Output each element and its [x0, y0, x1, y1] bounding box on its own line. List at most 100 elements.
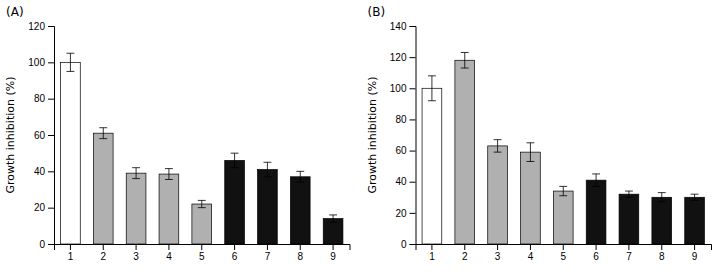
tick-mark	[234, 244, 235, 250]
y-axis: 020406080100120140	[390, 21, 416, 250]
x-tick: 6	[593, 244, 599, 262]
bar	[192, 204, 212, 244]
tick-mark	[410, 244, 416, 245]
error-stem	[661, 193, 662, 202]
plot-area	[61, 53, 343, 244]
error-stem	[103, 128, 104, 139]
error-cap	[658, 192, 666, 193]
error-stem	[530, 143, 531, 162]
error-cap	[329, 222, 337, 223]
x-tick: 4	[528, 244, 534, 262]
tick-label: 0	[39, 239, 45, 250]
tick-mark	[333, 244, 334, 250]
error-stem	[234, 153, 235, 168]
x-tick: 2	[100, 244, 106, 262]
tick-mark	[48, 99, 54, 100]
bar	[323, 219, 343, 244]
y-tick: 80	[395, 114, 415, 125]
tick-label: 5	[560, 251, 566, 262]
bar	[422, 88, 442, 244]
tick-label: 7	[626, 251, 632, 262]
error-bar	[658, 193, 666, 202]
y-tick: 0	[401, 239, 416, 250]
tick-mark	[136, 244, 137, 250]
x-tick: 7	[265, 244, 271, 262]
tick-mark	[300, 244, 301, 250]
tick-label: 6	[593, 251, 599, 262]
y-tick: 100	[28, 57, 54, 68]
x-axis: 1 2 3 4 5 6 7 8 9	[416, 244, 712, 262]
error-cap	[132, 167, 140, 168]
error-cap	[428, 75, 436, 76]
error-cap	[329, 214, 337, 215]
bar	[685, 197, 705, 244]
tick-mark	[168, 244, 169, 250]
tick-mark	[497, 244, 498, 250]
tick-mark	[48, 208, 54, 209]
error-cap	[231, 167, 239, 168]
x-tick: 5	[199, 244, 205, 262]
error-bar	[198, 200, 206, 207]
y-tick: 20	[34, 202, 54, 213]
error-bar	[296, 171, 304, 182]
x-tick: 1	[68, 244, 74, 262]
tick-label: 9	[330, 251, 336, 262]
error-stem	[694, 194, 695, 200]
y-tick: 0	[39, 239, 54, 250]
bar	[225, 160, 245, 244]
error-stem	[596, 174, 597, 186]
error-bar	[99, 128, 107, 139]
error-cap	[132, 178, 140, 179]
y-tick: 40	[34, 166, 54, 177]
y-tick: 60	[395, 145, 415, 156]
error-cap	[296, 182, 304, 183]
x-tick: 3	[495, 244, 501, 262]
error-cap	[494, 152, 502, 153]
error-stem	[497, 140, 498, 152]
y-tick: 80	[34, 93, 54, 104]
error-cap	[625, 191, 633, 192]
tick-label: 9	[692, 251, 698, 262]
plot-area	[422, 52, 704, 244]
axis-line	[410, 27, 417, 245]
tick-label: 80	[395, 114, 407, 125]
tick-label: 20	[34, 202, 46, 213]
tick-label: 5	[199, 251, 205, 262]
y-tick: 100	[390, 83, 416, 94]
error-cap	[559, 195, 567, 196]
x-tick: 6	[232, 244, 238, 262]
tick-label: 0	[401, 239, 407, 250]
error-cap	[461, 68, 469, 69]
y-axis: 020406080100120	[28, 21, 54, 250]
tick-mark	[48, 135, 54, 136]
y-tick: 120	[390, 52, 416, 63]
error-cap	[198, 200, 206, 201]
tick-label: 8	[659, 251, 665, 262]
tick-label: 40	[395, 176, 407, 187]
error-cap	[428, 100, 436, 101]
tick-mark	[694, 244, 695, 250]
tick-label: 1	[429, 251, 435, 262]
tick-label: 4	[528, 251, 534, 262]
y-tick: 60	[34, 130, 54, 141]
tick-label: 3	[133, 251, 139, 262]
error-stem	[628, 191, 629, 197]
x-tick: 9	[330, 244, 336, 262]
bar	[93, 133, 113, 244]
error-cap	[658, 201, 666, 202]
panel: 123456789020406080100120140Growth inhibi…	[366, 5, 712, 262]
tick-label: 3	[495, 251, 501, 262]
tick-mark	[48, 171, 54, 172]
error-stem	[70, 53, 71, 71]
tick-label: 7	[265, 251, 271, 262]
figure: 123456789020406080100120Growth inhibitio…	[0, 0, 723, 274]
bar	[159, 174, 179, 244]
error-bar	[494, 140, 502, 152]
tick-label: 2	[462, 251, 468, 262]
axis-line	[416, 245, 712, 251]
x-tick: 8	[659, 244, 665, 262]
error-cap	[263, 176, 271, 177]
bar	[61, 62, 81, 244]
error-bar	[428, 76, 436, 101]
error-cap	[296, 171, 304, 172]
